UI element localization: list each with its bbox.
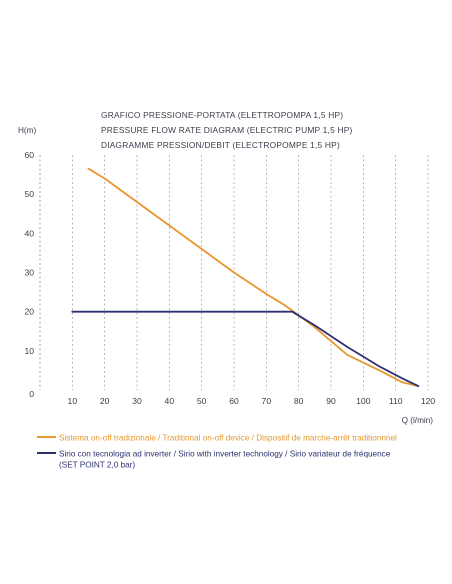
- legend-label-onoff: Sistema on-off tradizionale / Traditiona…: [59, 433, 397, 443]
- legend-item-inverter-setpoint: (SET POINT 2,0 bar): [59, 460, 135, 469]
- series-line-inverter: [71, 310, 420, 388]
- chart-labels: 0 10 20 30 40 50 60 10 20 30 40 50 60 70 80 90 100 110 120…: [18, 126, 435, 425]
- x-tick-label-20: 20: [100, 396, 110, 406]
- x-tick-label-50: 50: [197, 396, 207, 406]
- legend-item-inverter: Sirio con tecnologia ad inverter / Sirio…: [37, 449, 390, 458]
- x-tick-label-120: 120: [421, 396, 436, 406]
- x-tick-label-60: 60: [229, 396, 239, 406]
- legend-label-inverter: Sirio con tecnologia ad inverter / Sirio…: [59, 449, 391, 459]
- x-tick-label-110: 110: [389, 396, 403, 406]
- y-tick-label-50: 50: [24, 189, 34, 199]
- series-line-onoff: [87, 167, 420, 388]
- x-tick-label-10: 10: [68, 396, 78, 406]
- y-tick-label-60: 60: [24, 150, 34, 160]
- x-tick-label-80: 80: [294, 396, 304, 406]
- chart-title-french: DIAGRAMME PRESSION/DEBIT (ELECTROPOMPE 1…: [101, 140, 340, 150]
- x-axis-label: Q (l/min): [402, 416, 434, 425]
- y-tick-label-30: 30: [24, 268, 34, 278]
- x-tick-label-100: 100: [356, 396, 371, 406]
- chart-title-english: PRESSURE FLOW RATE DIAGRAM (ELECTRIC PUM…: [101, 125, 353, 135]
- legend-item-onoff: Sistema on-off tradizionale / Traditiona…: [37, 433, 397, 442]
- y-tick-label-20: 20: [24, 307, 34, 317]
- x-tick-label-40: 40: [165, 396, 175, 406]
- y-tick-label-40: 40: [24, 228, 34, 238]
- chart-title-italian: GRAFICO PRESSIONE-PORTATA (ELETTROPOMPA …: [101, 110, 344, 120]
- chart-series: [71, 167, 420, 388]
- x-tick-label-70: 70: [262, 396, 272, 406]
- legend-swatch-onoff: [37, 435, 56, 438]
- x-tick-label-90: 90: [326, 396, 336, 406]
- legend-swatch-inverter: [37, 451, 56, 454]
- legend-label-setpoint: (SET POINT 2,0 bar): [59, 460, 136, 470]
- y-axis-label: H(m): [18, 126, 36, 135]
- x-tick-label-30: 30: [132, 396, 142, 406]
- y-tick-label-10: 10: [24, 346, 34, 356]
- y-tick-label-0: 0: [29, 389, 34, 399]
